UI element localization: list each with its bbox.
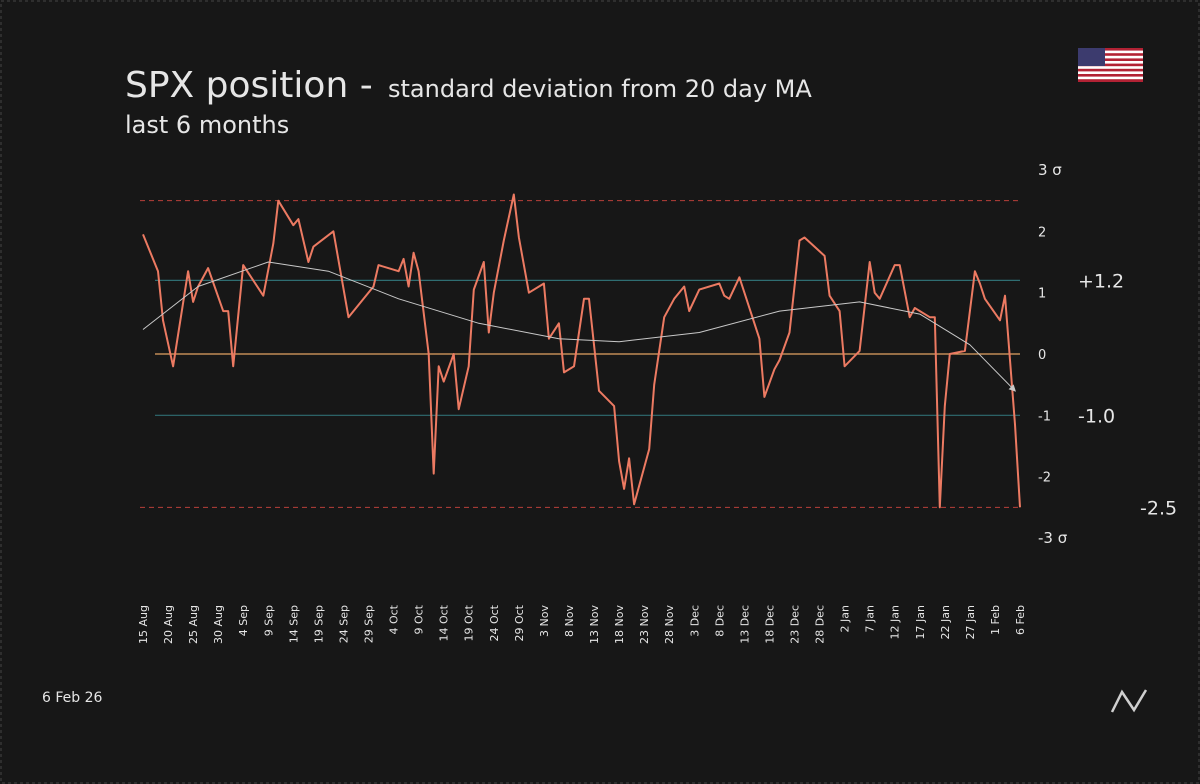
x-tick-label: 3 Dec <box>688 605 701 637</box>
reference-label: -1.0 <box>1078 405 1115 427</box>
x-tick-label: 18 Nov <box>613 605 626 644</box>
footer-date: 6 Feb 26 <box>42 690 103 706</box>
x-tick-label: 25 Aug <box>187 605 200 644</box>
x-tick-label: 27 Jan <box>964 605 977 639</box>
x-tick-label: 15 Aug <box>137 605 150 644</box>
y-tick-label: 1 <box>1038 287 1046 302</box>
x-tick-label: 24 Sep <box>337 605 350 643</box>
x-tick-label: 14 Sep <box>287 605 300 643</box>
x-tick-label: 20 Aug <box>162 605 175 644</box>
data-line <box>142 193 1021 509</box>
reference-label: -2.5 <box>1140 497 1177 519</box>
x-tick-label: 28 Dec <box>814 605 827 644</box>
reference-label: +1.2 <box>1078 270 1124 292</box>
x-tick-label: 23 Nov <box>638 605 651 644</box>
x-tick-label: 1 Feb <box>989 605 1002 635</box>
trend-line <box>142 261 1016 392</box>
x-tick-label: 6 Feb <box>1014 605 1027 635</box>
x-tick-label: 24 Oct <box>488 604 501 641</box>
chart-period: last 6 months <box>125 111 289 139</box>
chart-title: SPX position - <box>125 65 373 106</box>
y-tick-label: -3 σ <box>1038 529 1068 547</box>
y-tick-label: 0 <box>1038 348 1046 363</box>
x-tick-label: 19 Sep <box>312 605 325 643</box>
x-tick-label: 29 Oct <box>513 604 526 641</box>
x-tick-label: 13 Dec <box>738 605 751 644</box>
y-tick-label: 2 <box>1038 225 1046 240</box>
x-tick-label: 8 Nov <box>563 605 576 637</box>
y-tick-label: -1 <box>1038 409 1051 424</box>
x-tick-label: 8 Dec <box>713 605 726 637</box>
flag-icon <box>1078 48 1143 82</box>
x-tick-label: 7 Jan <box>864 605 877 632</box>
x-tick-label: 18 Dec <box>763 605 776 644</box>
x-tick-label: 22 Jan <box>939 605 952 639</box>
x-tick-label: 19 Oct <box>463 604 476 641</box>
chart-subtitle: standard deviation from 20 day MA <box>388 75 812 103</box>
x-tick-label: 30 Aug <box>212 605 225 644</box>
y-tick-label: -2 <box>1038 471 1051 486</box>
x-tick-label: 4 Sep <box>237 605 250 636</box>
x-tick-label: 3 Nov <box>538 605 551 637</box>
x-tick-label: 2 Jan <box>839 605 852 632</box>
y-tick-label: 3 σ <box>1038 161 1062 179</box>
x-tick-label: 17 Jan <box>914 605 927 639</box>
x-tick-label: 13 Nov <box>588 605 601 644</box>
x-tick-label: 9 Sep <box>262 605 275 636</box>
x-tick-label: 12 Jan <box>889 605 902 639</box>
x-tick-label: 9 Oct <box>413 604 426 634</box>
logo <box>1110 689 1148 713</box>
x-tick-label: 28 Nov <box>663 605 676 644</box>
x-tick-label: 4 Oct <box>388 604 401 634</box>
x-tick-label: 29 Sep <box>363 605 376 643</box>
x-tick-label: 23 Dec <box>788 605 801 644</box>
x-tick-label: 14 Oct <box>438 604 451 641</box>
